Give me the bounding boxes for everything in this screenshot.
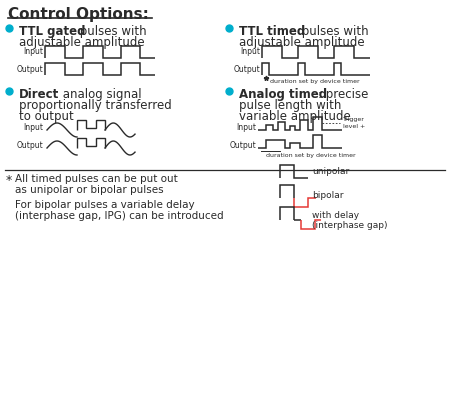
Text: : precise: : precise	[318, 88, 369, 101]
Text: TTL timed: TTL timed	[239, 25, 305, 38]
Text: All timed pulses can be put out: All timed pulses can be put out	[15, 174, 178, 184]
Text: pulses with: pulses with	[298, 25, 369, 38]
Text: : analog signal: : analog signal	[55, 88, 142, 101]
Text: Output: Output	[229, 140, 256, 150]
Text: Control Options:: Control Options:	[8, 7, 149, 22]
Text: to output: to output	[19, 110, 74, 123]
Text: adjustable amplitude: adjustable amplitude	[19, 36, 144, 49]
Text: Input: Input	[23, 47, 43, 57]
Text: Output: Output	[233, 64, 260, 74]
Text: variable amplitude: variable amplitude	[239, 110, 351, 123]
Text: Input: Input	[240, 47, 260, 57]
Text: Trigger: Trigger	[343, 117, 365, 123]
Text: Direct: Direct	[19, 88, 59, 101]
Text: adjustable amplitude: adjustable amplitude	[239, 36, 364, 49]
Text: Output: Output	[16, 140, 43, 150]
Text: Input: Input	[236, 123, 256, 131]
Text: as unipolar or bipolar pulses: as unipolar or bipolar pulses	[15, 185, 164, 195]
Text: (interphase gap): (interphase gap)	[312, 220, 387, 230]
Text: Output: Output	[16, 64, 43, 74]
Text: duration set by device timer: duration set by device timer	[270, 80, 360, 84]
Text: *: *	[6, 174, 12, 187]
Text: For bipolar pulses a variable delay: For bipolar pulses a variable delay	[15, 200, 194, 210]
Text: Analog timed: Analog timed	[239, 88, 327, 101]
Text: bipolar: bipolar	[312, 191, 343, 199]
Text: unipolar: unipolar	[312, 166, 349, 176]
Text: duration set by device timer: duration set by device timer	[266, 152, 356, 158]
Text: pulses with: pulses with	[76, 25, 147, 38]
Text: with delay: with delay	[312, 211, 359, 220]
Text: level +: level +	[343, 123, 365, 129]
Text: Input: Input	[23, 123, 43, 131]
Text: TTL gated: TTL gated	[19, 25, 86, 38]
Text: pulse length with: pulse length with	[239, 99, 342, 112]
Text: (interphase gap, IPG) can be introduced: (interphase gap, IPG) can be introduced	[15, 211, 224, 221]
Text: proportionally transferred: proportionally transferred	[19, 99, 172, 112]
